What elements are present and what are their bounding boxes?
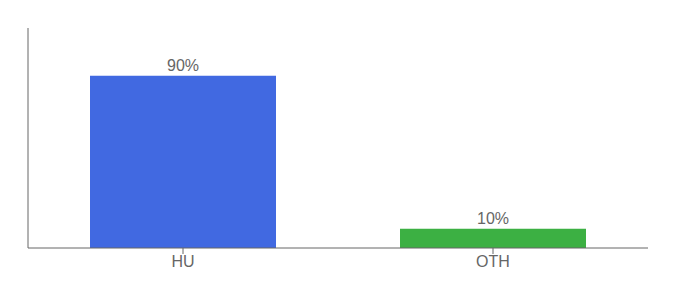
svg-text:HU: HU [171, 253, 194, 270]
svg-text:10%: 10% [477, 210, 509, 227]
svg-text:OTH: OTH [476, 253, 510, 270]
svg-text:90%: 90% [167, 57, 199, 74]
